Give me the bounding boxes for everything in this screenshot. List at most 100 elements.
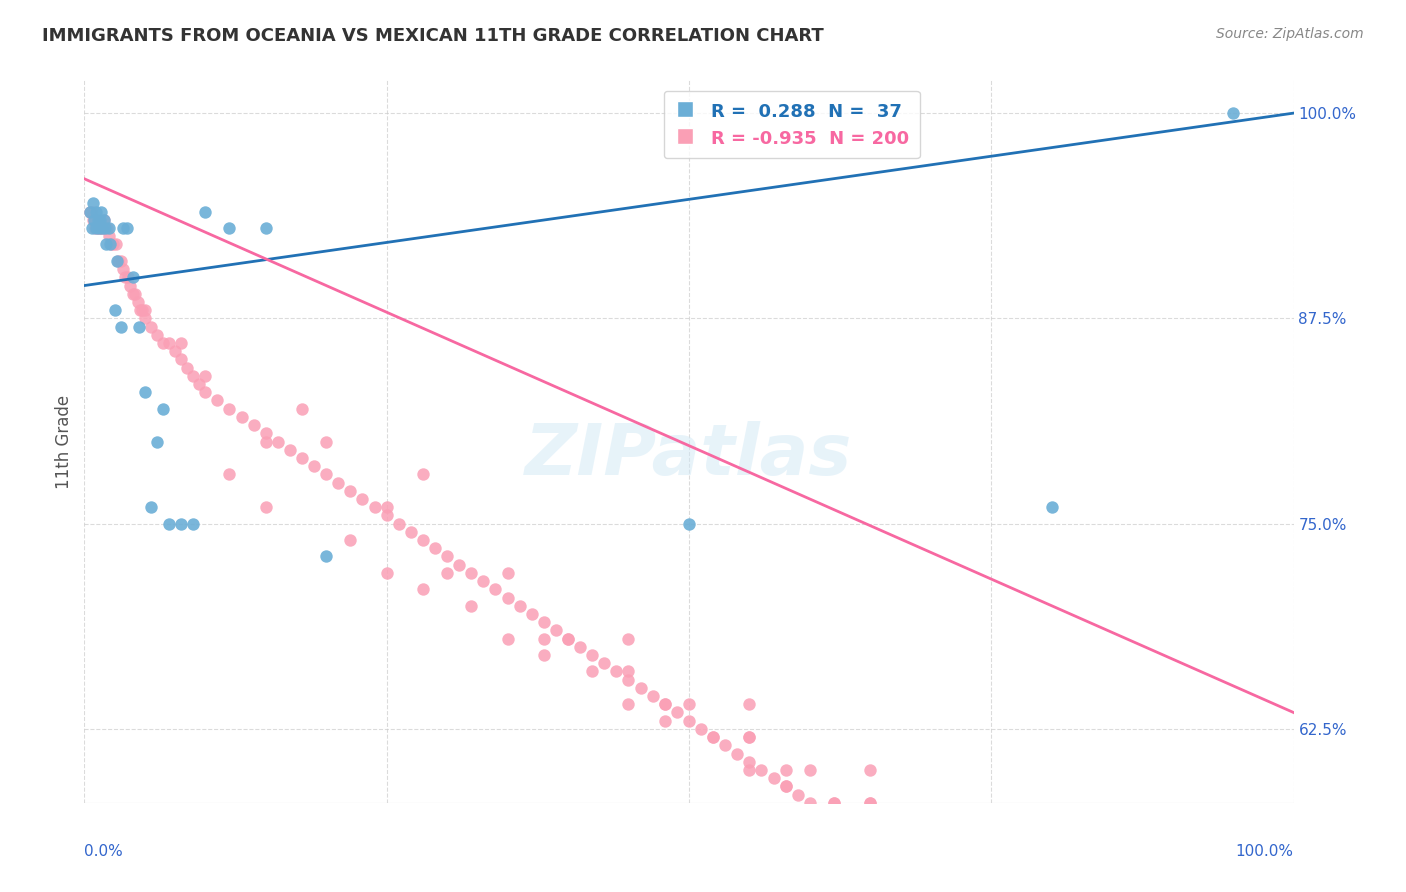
Point [872, 845, 894, 859]
Point [859, 837, 882, 851]
Point [218, 401, 240, 416]
Point [207, 393, 229, 408]
Point [423, 541, 446, 556]
Point [593, 657, 616, 671]
Point [121, 270, 143, 285]
Point [1222, 106, 1244, 120]
Point [100, 237, 122, 252]
Point [84, 221, 107, 235]
Point [859, 796, 882, 810]
Point [460, 566, 482, 580]
Legend: R =  0.288  N =  37, R = -0.935  N = 200: R = 0.288 N = 37, R = -0.935 N = 200 [664, 91, 920, 159]
Point [799, 763, 821, 777]
Point [121, 286, 143, 301]
Point [83, 212, 105, 227]
Point [146, 434, 169, 449]
Point [533, 648, 555, 662]
Point [89, 212, 111, 227]
Point [472, 574, 495, 588]
Point [254, 221, 277, 235]
Text: IMMIGRANTS FROM OCEANIA VS MEXICAN 11TH GRADE CORRELATION CHART: IMMIGRANTS FROM OCEANIA VS MEXICAN 11TH … [42, 27, 824, 45]
Point [678, 714, 700, 728]
Point [120, 278, 142, 293]
Point [86, 221, 108, 235]
Point [315, 467, 337, 482]
Point [630, 681, 652, 695]
Point [520, 607, 543, 621]
Point [291, 450, 314, 465]
Point [194, 385, 217, 400]
Point [641, 689, 664, 703]
Point [399, 524, 422, 539]
Point [738, 730, 761, 744]
Y-axis label: 11th Grade: 11th Grade [55, 394, 73, 489]
Point [896, 862, 918, 876]
Point [110, 319, 132, 334]
Point [738, 698, 761, 712]
Point [291, 401, 314, 416]
Point [388, 516, 411, 531]
Point [920, 878, 942, 892]
Point [581, 648, 603, 662]
Point [339, 483, 361, 498]
Point [87, 221, 110, 235]
Text: 0.0%: 0.0% [84, 844, 124, 859]
Point [242, 418, 264, 433]
Point [94, 237, 117, 252]
Point [96, 221, 118, 235]
Point [278, 442, 301, 457]
Point [79, 204, 101, 219]
Point [188, 377, 211, 392]
Point [90, 204, 112, 219]
Point [86, 221, 108, 235]
Point [79, 204, 101, 219]
Point [775, 780, 797, 794]
Point [86, 212, 108, 227]
Point [654, 698, 676, 712]
Point [654, 714, 676, 728]
Point [112, 221, 135, 235]
Point [107, 253, 129, 268]
Point [90, 221, 112, 235]
Point [569, 640, 592, 654]
Point [94, 221, 117, 235]
Point [412, 533, 434, 547]
Text: 100.0%: 100.0% [1236, 844, 1294, 859]
Point [738, 730, 761, 744]
Point [449, 558, 471, 572]
Point [117, 270, 139, 285]
Point [127, 295, 149, 310]
Point [943, 862, 966, 876]
Point [896, 845, 918, 859]
Point [254, 434, 277, 449]
Point [339, 533, 361, 547]
Point [231, 409, 253, 424]
Point [533, 615, 555, 630]
Point [980, 862, 1002, 876]
Point [129, 303, 152, 318]
Point [94, 221, 117, 235]
Point [181, 516, 204, 531]
Point [363, 500, 385, 515]
Point [128, 319, 150, 334]
Point [87, 221, 110, 235]
Point [80, 204, 103, 219]
Point [678, 698, 700, 712]
Point [97, 221, 120, 235]
Point [181, 368, 204, 383]
Point [605, 665, 627, 679]
Point [94, 221, 117, 235]
Point [97, 229, 120, 244]
Point [93, 212, 115, 227]
Point [533, 632, 555, 646]
Point [811, 804, 834, 818]
Point [412, 582, 434, 597]
Point [114, 270, 136, 285]
Point [823, 812, 845, 826]
Point [134, 303, 156, 318]
Point [194, 368, 217, 383]
Point [943, 862, 966, 876]
Point [823, 796, 845, 810]
Point [702, 730, 724, 744]
Point [328, 475, 350, 490]
